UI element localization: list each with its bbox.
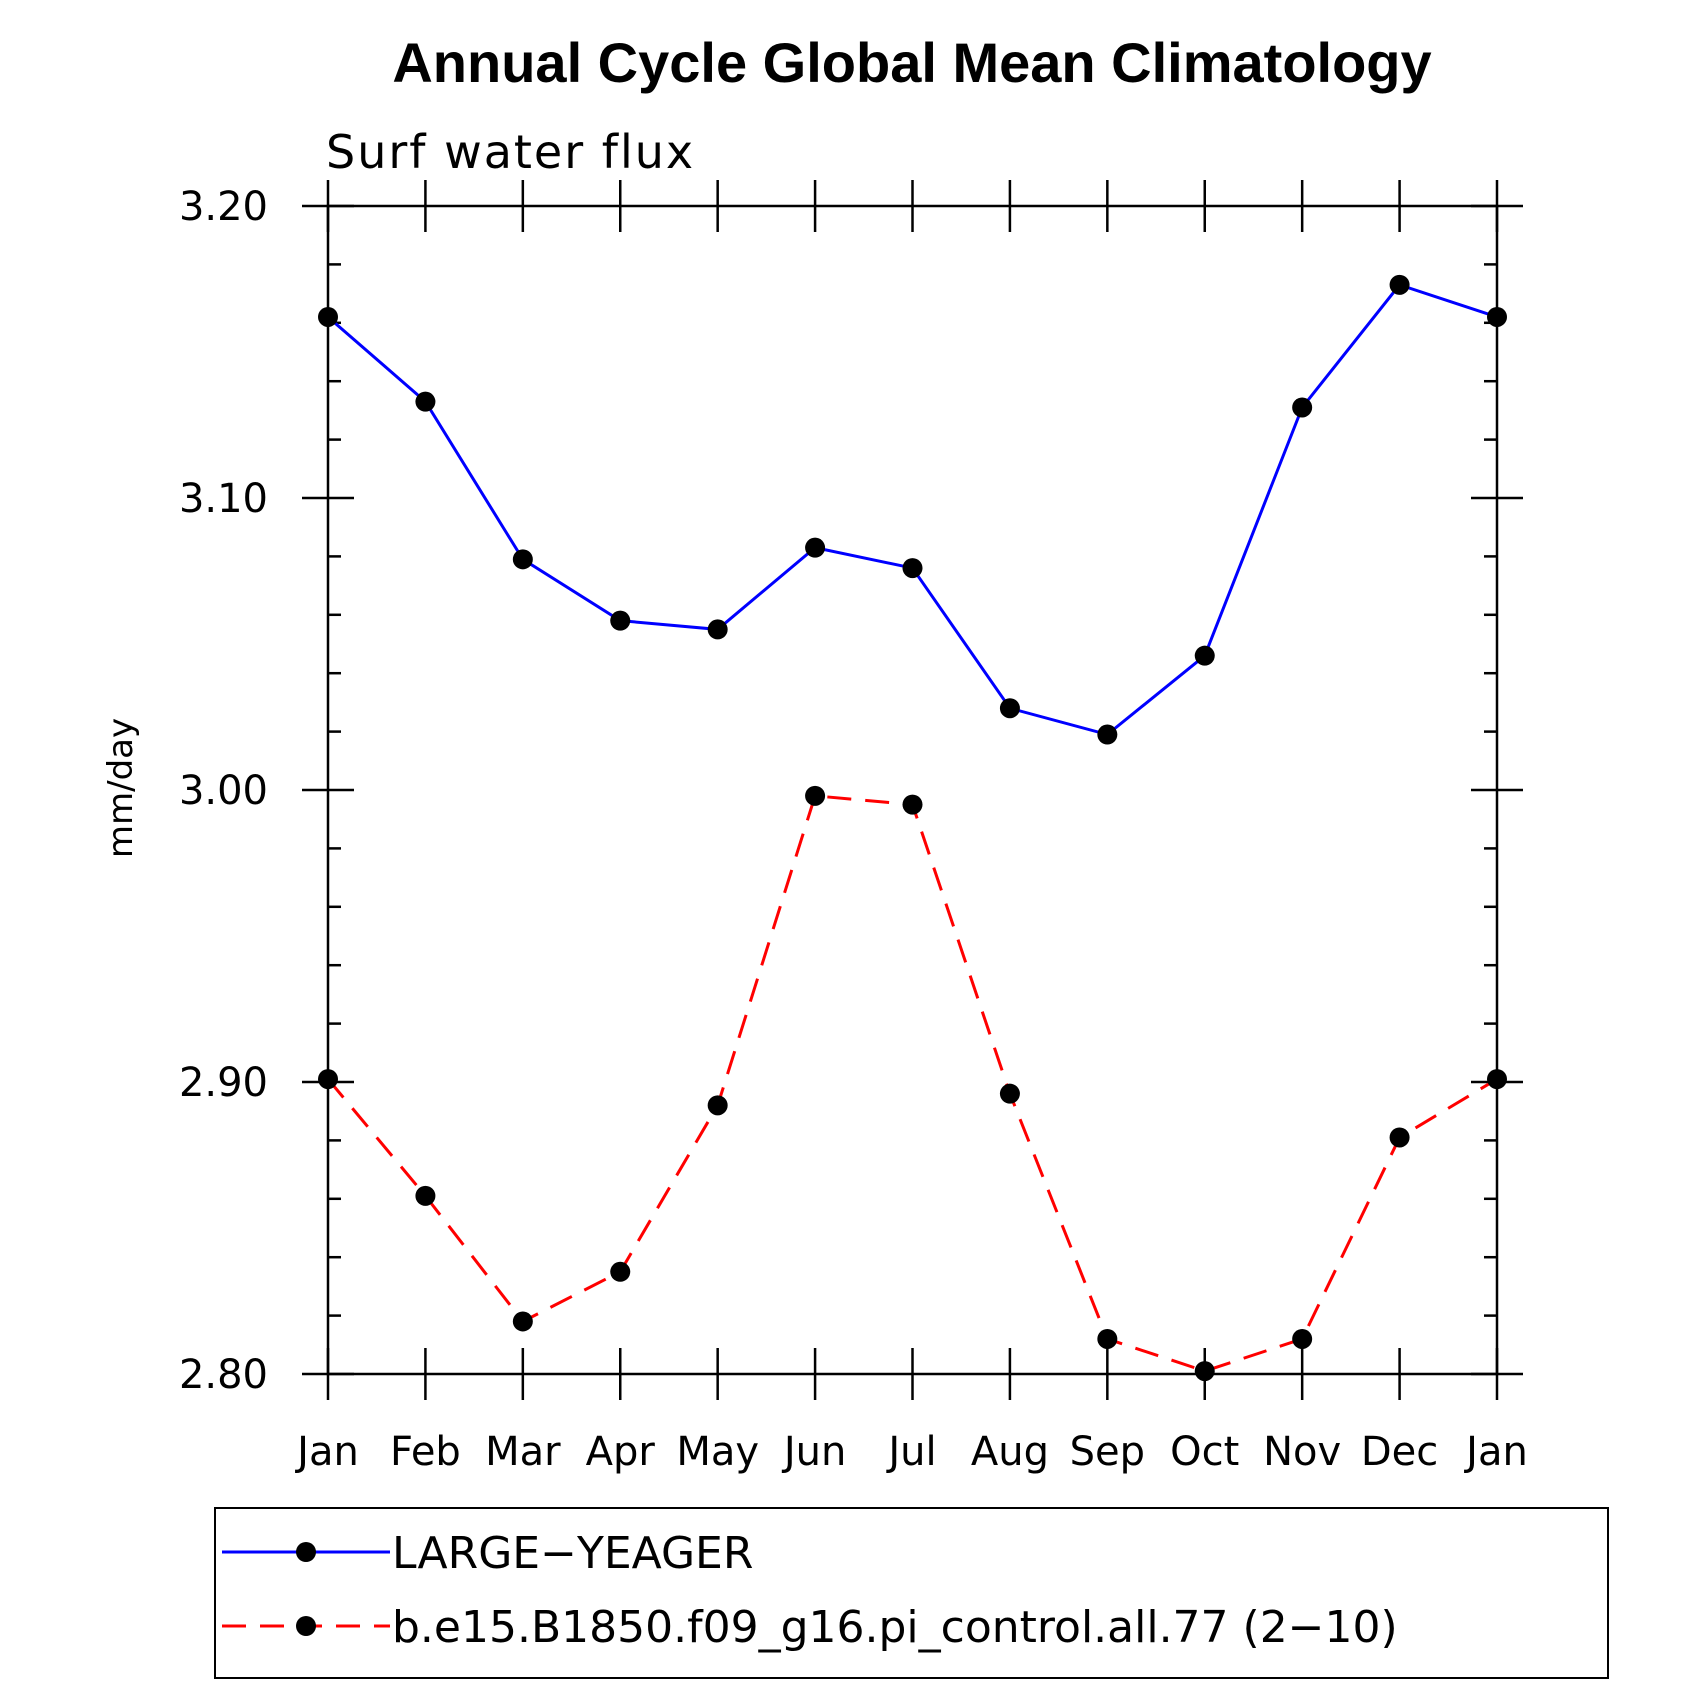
series-1-point — [1487, 1069, 1507, 1090]
series-0-point — [1292, 397, 1313, 418]
x-tick-label: Nov — [1263, 1429, 1341, 1475]
y-tick-label: 3.10 — [179, 476, 268, 522]
series-1-point — [512, 1311, 533, 1332]
series-0-point — [805, 537, 826, 558]
x-tick-label: Apr — [586, 1429, 656, 1475]
series-1-point — [610, 1261, 631, 1282]
legend-marker-large-yeager — [296, 1542, 316, 1562]
x-tick-label: Dec — [1361, 1429, 1438, 1475]
y-tick-label: 2.80 — [179, 1352, 268, 1398]
x-tick-label: May — [676, 1429, 759, 1475]
series-1-point — [1194, 1361, 1215, 1382]
x-tick-label: Jul — [885, 1429, 936, 1475]
series-0-point — [1389, 274, 1410, 295]
y-axis-label: mm/day — [101, 718, 141, 858]
x-tick-label: Jan — [294, 1429, 359, 1475]
series-0-point — [415, 391, 436, 412]
x-tick-label: Aug — [971, 1429, 1049, 1475]
x-tick-label: Oct — [1170, 1429, 1239, 1475]
chart-title: Annual Cycle Global Mean Climatology — [392, 31, 1431, 94]
series-line-0 — [327, 283, 1498, 737]
series-0-point — [318, 306, 338, 327]
series-1-point — [902, 794, 923, 815]
series-1-point — [707, 1095, 728, 1116]
y-tick-labels: 2.80 2.90 3.00 3.10 3.20 — [179, 184, 268, 1398]
chart-subtitle: Surf water flux — [326, 125, 695, 179]
series-1-point — [1292, 1328, 1313, 1349]
series-1-point — [999, 1083, 1020, 1104]
series-1-point — [1097, 1328, 1118, 1349]
series-0-point — [1097, 724, 1118, 745]
series-0-point — [707, 619, 728, 640]
series-0-point — [902, 558, 923, 579]
series-0-point — [610, 610, 631, 631]
series-group — [318, 274, 1507, 1382]
x-tick-labels: Jan Feb Mar Apr May Jun Jul Aug Sep Oct Nov Dec Jan — [294, 1429, 1528, 1475]
series-1-point — [318, 1069, 338, 1090]
legend-label-large-yeager: LARGE−YEAGER — [392, 1528, 753, 1579]
series-1-point — [415, 1185, 436, 1206]
series-line-1 — [326, 794, 1498, 1373]
x-tick-label: Jan — [1463, 1429, 1528, 1475]
legend-label-pi-control: b.e15.B1850.f09_g16.pi_control.all.77 (2… — [392, 1602, 1398, 1653]
x-tick-label: Jun — [781, 1429, 847, 1475]
series-1-point — [805, 785, 826, 806]
y-tick-label: 3.00 — [179, 768, 268, 814]
legend-box — [214, 1507, 1609, 1679]
y-tick-label: 3.20 — [179, 184, 268, 230]
x-tick-label: Mar — [485, 1429, 561, 1475]
x-tick-label: Feb — [390, 1429, 461, 1475]
series-0-point — [999, 698, 1020, 719]
x-tick-label: Sep — [1070, 1429, 1145, 1475]
y-tick-label: 2.90 — [179, 1060, 268, 1106]
series-0-point — [512, 549, 533, 570]
axis-ticks — [302, 180, 1523, 1400]
series-1-point — [1389, 1127, 1410, 1148]
legend: LARGE−YEAGER b.e15.B1850.f09_g16.pi_cont… — [214, 1507, 1609, 1679]
legend-marker-pi-control — [296, 1616, 316, 1636]
series-0-point — [1487, 306, 1507, 327]
series-0-point — [1194, 645, 1215, 666]
